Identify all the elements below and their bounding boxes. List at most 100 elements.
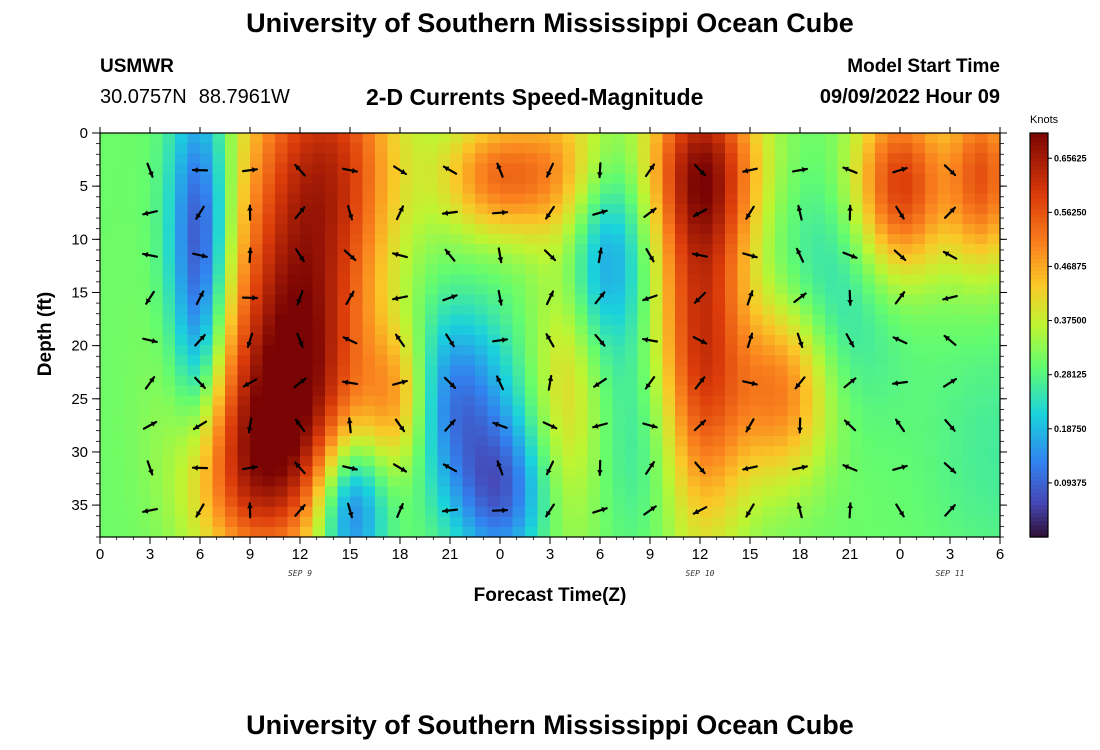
speed-cell [862,446,876,457]
speed-cell [587,324,601,336]
speed-cell [800,143,814,154]
speed-cell [325,335,339,346]
speed-cell [812,345,826,356]
speed-cell [150,274,164,286]
speed-cell [350,244,364,255]
speed-cell [375,395,389,407]
speed-cell [837,365,851,376]
speed-cell [550,244,564,255]
speed-cell [212,486,226,498]
speed-cell [612,153,626,164]
speed-cell [162,163,176,174]
speed-cell [337,486,351,498]
colorbar-segment [1030,452,1048,457]
speed-cell [525,324,539,336]
speed-cell [275,234,289,245]
speed-cell [762,284,776,296]
speed-cell [375,133,389,144]
speed-cell [750,365,764,376]
speed-cell [462,244,476,255]
current-vector [241,295,259,301]
colorbar-segment [1030,419,1048,425]
speed-cell [637,355,651,366]
speed-cell [687,163,701,174]
current-vector [792,464,808,471]
colorbar-tick-label: 0.09375 [1054,478,1087,488]
colorbar-segment [1030,371,1048,376]
speed-cell [250,456,264,467]
current-vector [593,377,607,388]
speed-cell [200,506,214,518]
speed-cell [325,375,339,387]
speed-cell [850,244,864,255]
speed-cell [912,234,926,245]
speed-cell [812,163,826,174]
speed-cell [100,163,114,174]
speed-cell [312,476,326,488]
speed-cell [137,446,151,457]
speed-cell [362,446,376,457]
speed-cell [700,355,714,366]
speed-cell [275,476,289,488]
speed-cell [550,506,564,518]
speed-cell [175,234,189,245]
speed-cell [362,466,376,477]
speed-cell [750,385,764,397]
speed-cell [575,244,589,255]
speed-cell [262,173,276,185]
current-vector [247,502,253,519]
speed-cell [800,193,814,205]
speed-cell [275,436,289,447]
current-vector [545,503,555,518]
speed-cell [200,153,214,164]
current-vector [693,419,707,432]
current-vector [692,506,708,515]
speed-cell [475,506,489,518]
speed-cell [812,284,826,296]
speed-cell [200,456,214,467]
speed-cell [800,446,814,457]
speed-cell [762,213,776,225]
speed-cell [375,173,389,185]
speed-cell [287,324,301,336]
station-latitude: 30.0757N [100,86,187,108]
speed-cell [462,153,476,164]
speed-cell [187,496,201,508]
speed-cell [737,486,751,498]
speed-cell [700,254,714,265]
speed-cell [562,355,576,366]
speed-cell [625,234,639,245]
speed-cell [150,183,164,195]
speed-cell [775,173,789,185]
colorbar-segment [1030,266,1048,271]
speed-cell [425,446,439,457]
speed-cell [262,153,276,164]
speed-cell [425,143,439,154]
speed-cell [912,456,926,467]
speed-cell [875,456,889,467]
speed-cell [362,304,376,316]
speed-cell [650,345,664,356]
speed-cell [137,203,151,215]
speed-cell [475,425,489,437]
speed-cell [162,173,176,185]
speed-cell [812,133,826,144]
speed-cell [550,223,564,235]
speed-cell [612,365,626,376]
speed-cell [825,254,839,265]
speed-cell [100,153,114,164]
speed-cell [175,345,189,356]
speed-cell [625,203,639,215]
speed-cell [337,415,351,427]
speed-cell [425,274,439,286]
speed-cell [425,183,439,195]
speed-cell [887,476,901,488]
speed-cell [987,304,1001,316]
speed-cell [500,516,514,528]
speed-cell [925,304,939,316]
speed-cell [837,476,851,488]
current-vector [242,464,258,471]
speed-cell [237,173,251,185]
speed-cell [137,335,151,346]
speed-cell [312,183,326,195]
